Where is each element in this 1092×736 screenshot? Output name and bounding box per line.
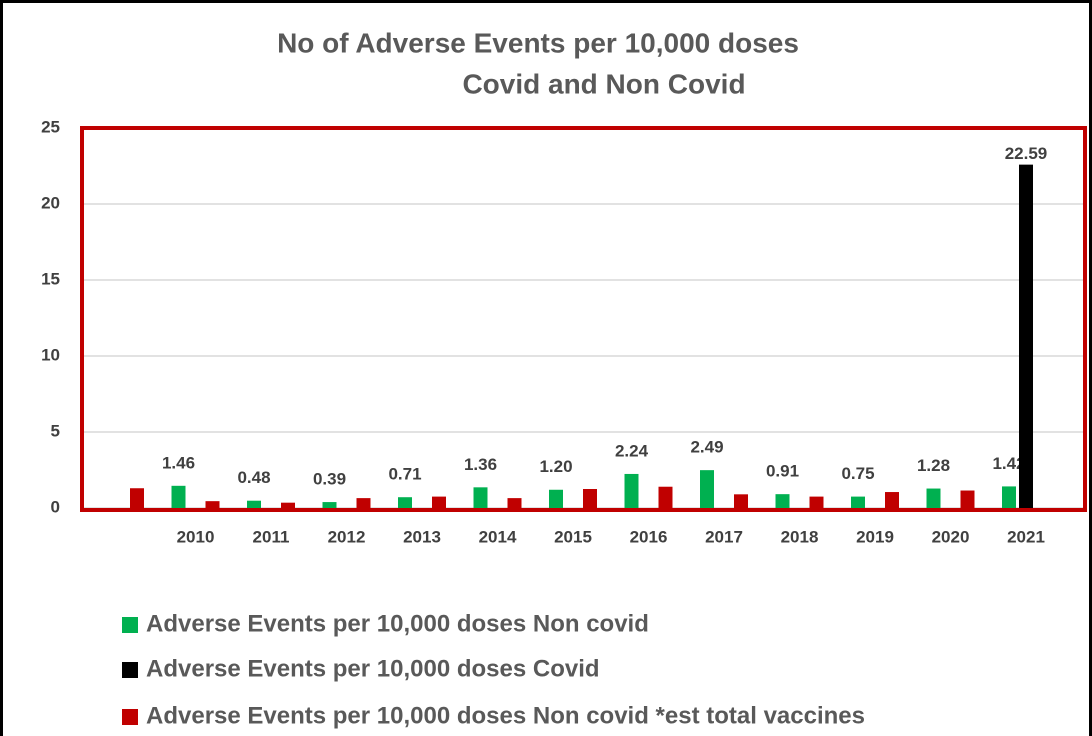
data-label: 1.46 <box>162 453 195 472</box>
y-tick-label: 0 <box>51 497 60 516</box>
y-tick-label: 5 <box>51 421 60 440</box>
bar <box>624 473 639 508</box>
chart-title: No of Adverse Events per 10,000 doses <box>277 27 799 58</box>
bar <box>775 494 790 508</box>
bar <box>549 489 563 508</box>
bar <box>205 501 220 508</box>
x-tick-label: 2018 <box>781 527 819 546</box>
legend-label: Adverse Events per 10,000 doses Non covi… <box>146 610 649 637</box>
y-tick-label: 15 <box>41 269 60 288</box>
y-tick-label: 25 <box>41 117 60 136</box>
chart-subtitle: Covid and Non Covid <box>462 68 745 99</box>
data-label: 0.91 <box>766 462 799 481</box>
bar <box>1019 164 1033 508</box>
bar <box>247 500 261 508</box>
legend-swatch <box>122 662 138 678</box>
bar <box>734 494 748 508</box>
x-tick-label: 2019 <box>856 527 894 546</box>
x-tick-label: 2011 <box>253 527 290 546</box>
x-tick-label: 2010 <box>177 527 215 546</box>
x-tick-label: 2020 <box>932 527 970 546</box>
plot-border <box>80 126 1087 512</box>
data-label: 1.36 <box>464 455 497 474</box>
bar <box>926 488 941 508</box>
bar <box>322 502 337 508</box>
data-label: 0.75 <box>841 464 874 483</box>
bar <box>1002 486 1016 508</box>
data-label: 22.59 <box>1005 144 1048 163</box>
x-tick-label: 2012 <box>328 527 366 546</box>
bar <box>171 485 186 508</box>
bar <box>398 497 412 508</box>
x-tick-label: 2016 <box>630 527 668 546</box>
data-label: 0.48 <box>237 468 270 487</box>
bar <box>473 487 488 508</box>
bar <box>700 470 714 508</box>
x-tick-label: 2014 <box>479 527 517 546</box>
data-label: 0.39 <box>313 470 346 489</box>
data-label: 0.71 <box>388 465 421 484</box>
data-label: 2.49 <box>690 438 723 457</box>
bar <box>281 502 295 508</box>
data-label: 2.24 <box>615 441 649 460</box>
x-tick-label: 2017 <box>705 527 743 546</box>
legend-swatch <box>122 617 138 633</box>
x-tick-label: 2013 <box>403 527 441 546</box>
bar <box>851 496 865 508</box>
bar <box>960 490 975 508</box>
data-label: 1.28 <box>917 456 950 475</box>
y-tick-label: 10 <box>41 345 60 364</box>
legend-swatch <box>122 709 138 725</box>
y-tick-label: 20 <box>41 193 60 212</box>
legend-label: Adverse Events per 10,000 doses Covid <box>146 655 600 682</box>
bar <box>356 498 371 508</box>
legend-label: Adverse Events per 10,000 doses Non covi… <box>146 702 865 729</box>
data-label: 1.20 <box>539 457 572 476</box>
x-tick-label: 2015 <box>554 527 592 546</box>
bar <box>809 496 824 508</box>
bar <box>432 496 446 508</box>
bar <box>885 492 899 508</box>
bar <box>130 488 144 508</box>
bar <box>507 498 522 508</box>
bar <box>583 489 597 508</box>
bar <box>658 486 673 508</box>
x-tick-label: 2021 <box>1007 527 1045 546</box>
data-label: 1.42 <box>992 454 1025 473</box>
